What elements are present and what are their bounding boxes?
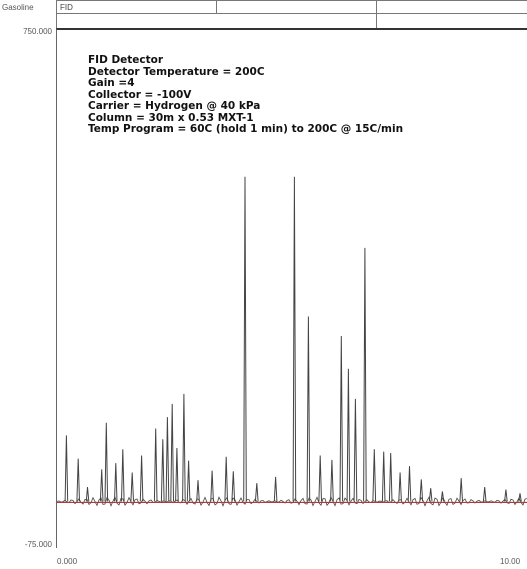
peak bbox=[114, 463, 118, 502]
peak bbox=[153, 428, 158, 502]
peak bbox=[428, 488, 433, 502]
peak bbox=[504, 489, 508, 502]
peak bbox=[160, 439, 165, 502]
plot-area bbox=[56, 28, 527, 548]
y-tick-label-bottom: -75.000 bbox=[24, 540, 52, 549]
peak bbox=[363, 247, 367, 502]
peak bbox=[170, 403, 174, 502]
annotation-line: Column = 30m x 0.53 MXT-1 bbox=[88, 111, 254, 124]
header-row bbox=[56, 0, 527, 14]
sample-name: Gasoline bbox=[2, 3, 34, 12]
peak bbox=[254, 483, 259, 502]
peak bbox=[130, 472, 134, 502]
peak bbox=[292, 176, 297, 502]
peak bbox=[273, 476, 278, 502]
header-divider bbox=[376, 0, 377, 14]
peak bbox=[165, 417, 170, 502]
peak bbox=[459, 478, 463, 502]
peak bbox=[139, 455, 144, 502]
annotation-line: Detector Temperature = 200C bbox=[88, 65, 265, 78]
header-divider bbox=[216, 0, 217, 14]
annotation-line: Gain =4 bbox=[88, 77, 135, 89]
peak bbox=[121, 449, 125, 502]
annotation-line: Carrier = Hydrogen @ 40 kPa bbox=[88, 100, 261, 112]
detector-tag: FID bbox=[60, 3, 73, 12]
peak bbox=[224, 456, 228, 502]
y-tick-label-top: 750.000 bbox=[23, 27, 52, 36]
x-tick-label-end: 10.00 bbox=[500, 557, 521, 566]
peak bbox=[407, 466, 412, 502]
annotation-line: FID Detector bbox=[88, 54, 164, 66]
peak bbox=[210, 470, 214, 502]
peak bbox=[104, 422, 109, 502]
method-annotations: FID Detector Detector Temperature = 200C… bbox=[88, 54, 404, 136]
peak bbox=[182, 393, 186, 502]
peak bbox=[419, 479, 424, 502]
peak bbox=[64, 435, 69, 502]
peak bbox=[196, 480, 200, 502]
peak bbox=[186, 460, 191, 502]
peak bbox=[353, 398, 358, 502]
header-divider bbox=[376, 14, 377, 28]
header-row-2 bbox=[56, 14, 527, 28]
peak bbox=[318, 455, 322, 502]
peak bbox=[231, 471, 236, 502]
peak bbox=[330, 459, 334, 502]
annotation-line: Collector = -100V bbox=[88, 88, 192, 101]
x-tick-label-start: 0.000 bbox=[57, 557, 78, 566]
peak bbox=[372, 449, 377, 502]
peak bbox=[99, 469, 104, 502]
annotation-line: Temp Program = 60C (hold 1 min) to 200C … bbox=[88, 123, 404, 135]
peak bbox=[76, 458, 80, 502]
peak bbox=[175, 447, 179, 502]
peak bbox=[339, 335, 344, 502]
peak bbox=[381, 451, 386, 502]
peak bbox=[482, 486, 487, 502]
peak bbox=[398, 472, 402, 502]
peak bbox=[388, 452, 393, 502]
peak bbox=[243, 176, 247, 502]
peak bbox=[346, 368, 351, 502]
peak bbox=[85, 486, 90, 502]
peak bbox=[306, 316, 311, 502]
trace-baseline-noise bbox=[56, 496, 527, 507]
